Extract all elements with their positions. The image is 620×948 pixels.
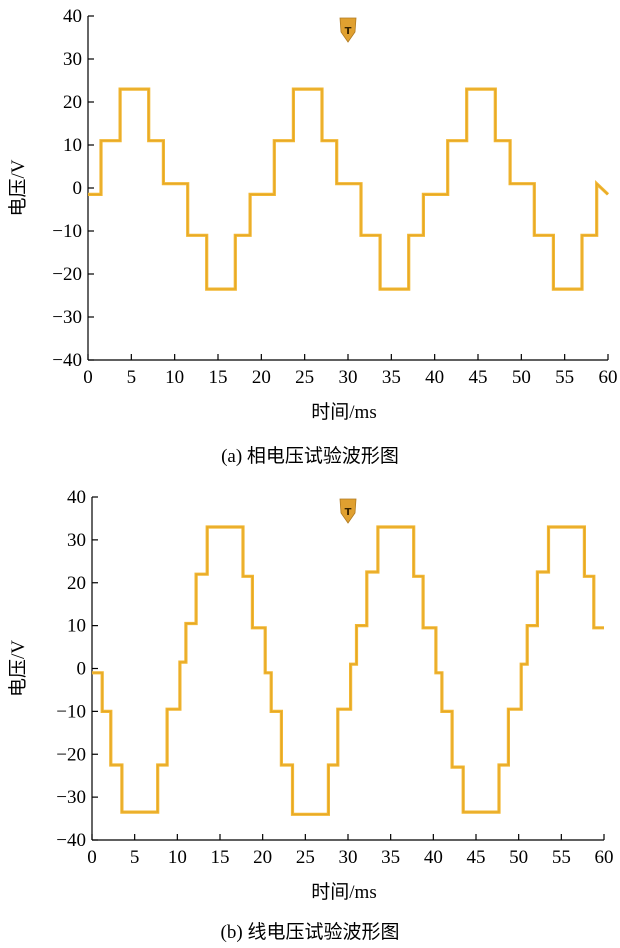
y-tick-label: 30	[67, 530, 86, 551]
x-tick-label: 10	[168, 847, 187, 868]
x-tick-label: 25	[295, 367, 314, 388]
y-tick-label: −40	[56, 830, 86, 851]
y-tick-label: −30	[52, 307, 82, 328]
x-tick-label: 5	[127, 367, 137, 388]
trigger-marker-icon	[339, 498, 357, 524]
x-tick-label: 35	[382, 367, 401, 388]
x-tick-label: 60	[599, 367, 618, 388]
y-tick-label: −20	[52, 264, 82, 285]
y-tick-label: 40	[67, 487, 86, 508]
waveform-series-core	[88, 88, 609, 290]
y-axis-title: 电压/V	[7, 640, 29, 697]
x-tick-label: 30	[339, 367, 358, 388]
x-tick-label: 55	[555, 367, 574, 388]
y-tick-label: 0	[73, 178, 83, 199]
x-tick-label: 25	[296, 847, 315, 868]
trigger-marker-icon	[339, 17, 357, 43]
x-tick-label: 35	[381, 847, 400, 868]
y-tick-label: 40	[63, 6, 82, 27]
x-axis-title: 时间/ms	[311, 401, 376, 423]
trigger-marker-label: T	[345, 26, 352, 37]
waveform-series	[92, 525, 604, 816]
x-tick-label: 40	[425, 367, 444, 388]
x-axis-title: 时间/ms	[311, 881, 376, 903]
y-tick-label: 10	[67, 616, 86, 637]
y-tick-label: −20	[56, 744, 86, 765]
figure-caption: (b) 线电压试验波形图	[221, 921, 400, 943]
waveform-series	[88, 87, 610, 291]
trigger-marker-label: T	[345, 507, 352, 518]
y-tick-label: 20	[63, 92, 82, 113]
x-tick-label: 40	[424, 847, 443, 868]
x-tick-label: 55	[552, 847, 571, 868]
x-tick-label: 45	[469, 367, 488, 388]
x-tick-label: 30	[339, 847, 358, 868]
y-tick-label: 0	[77, 659, 87, 680]
x-tick-label: 60	[595, 847, 614, 868]
figure-caption: (a) 相电压试验波形图	[221, 445, 399, 467]
y-tick-label: 30	[63, 49, 82, 70]
x-tick-label: 45	[467, 847, 486, 868]
y-tick-label: −10	[52, 221, 82, 242]
x-tick-label: 15	[211, 847, 230, 868]
y-axis-title: 电压/V	[7, 159, 29, 216]
x-tick-label: 5	[130, 847, 140, 868]
x-tick-label: 20	[253, 847, 272, 868]
x-tick-label: 0	[87, 847, 97, 868]
y-tick-label: 20	[67, 573, 86, 594]
x-tick-label: 20	[252, 367, 271, 388]
y-tick-label: −10	[56, 701, 86, 722]
x-tick-label: 50	[509, 847, 528, 868]
waveform-series-core	[92, 526, 604, 815]
y-tick-label: −40	[52, 350, 82, 371]
x-tick-label: 15	[209, 367, 228, 388]
x-tick-label: 50	[512, 367, 531, 388]
y-tick-label: 10	[63, 135, 82, 156]
y-tick-label: −30	[56, 787, 86, 808]
x-tick-label: 0	[83, 367, 93, 388]
x-tick-label: 10	[165, 367, 184, 388]
